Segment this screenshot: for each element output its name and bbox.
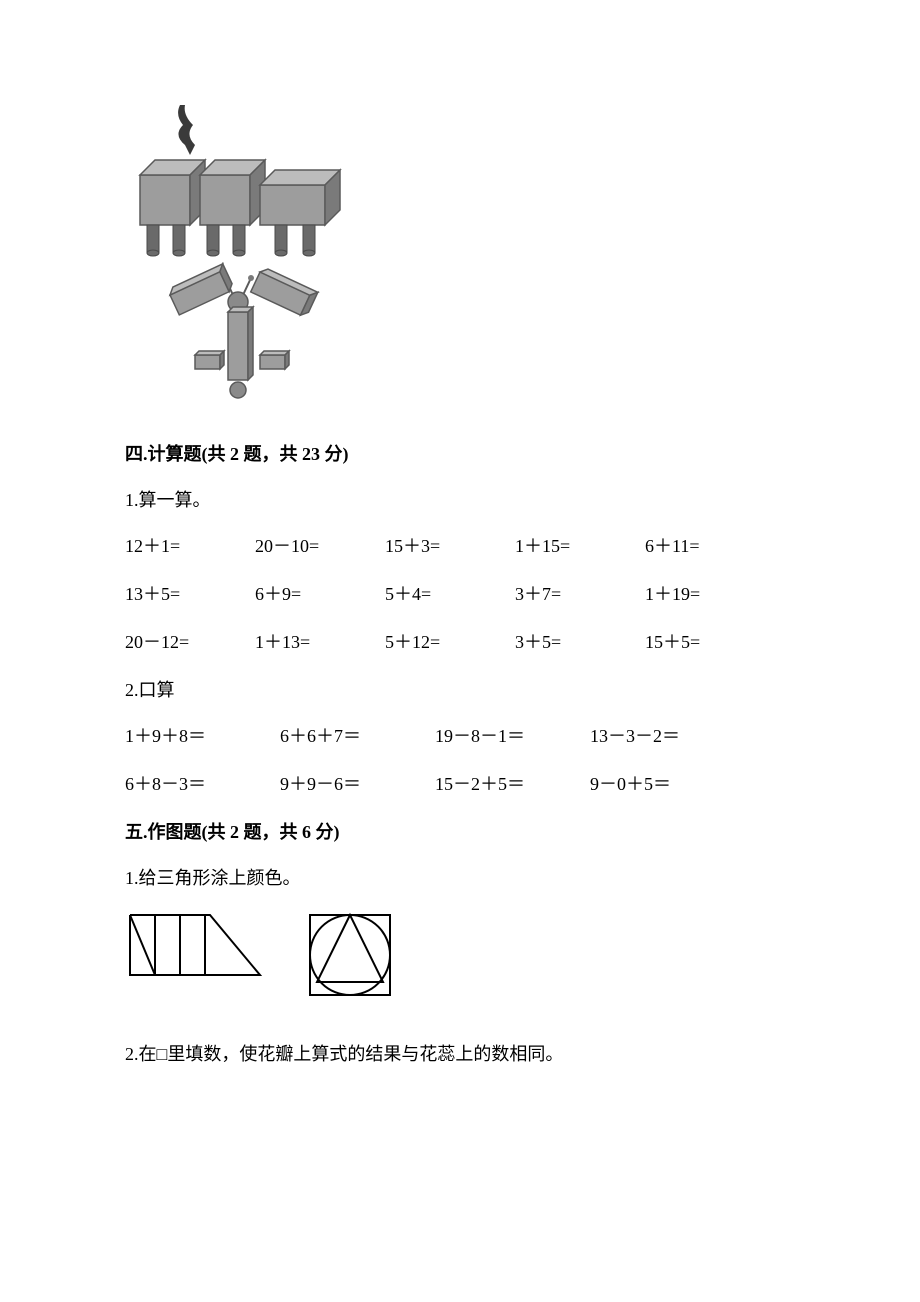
equation: 20－12= <box>125 628 255 654</box>
equation: 15＋3= <box>385 532 515 558</box>
equation: 3＋5= <box>515 628 645 654</box>
equation: 1＋19= <box>645 580 775 606</box>
blocks-illustration <box>125 100 355 400</box>
equation: 15＋5= <box>645 628 775 654</box>
equation: 9＋9－6＝ <box>280 770 435 796</box>
equation-row: 12＋1= 20－10= 15＋3= 1＋15= 6＋11= <box>125 532 795 558</box>
equation: 19－8－1＝ <box>435 722 590 748</box>
equation: 5＋12= <box>385 628 515 654</box>
equation: 9－0＋5＝ <box>590 770 745 796</box>
section-4-q2-grid: 1＋9＋8＝ 6＋6＋7＝ 19－8－1＝ 13－3－2＝ 6＋8－3＝ 9＋9… <box>125 722 795 796</box>
section-5-heading: 五.作图题(共 2 题，共 6 分) <box>125 818 795 844</box>
section-5-q2-title: 2.在□里填数，使花瓣上算式的结果与花蕊上的数相同。 <box>125 1040 795 1066</box>
section-5-q1-title: 1.给三角形涂上颜色。 <box>125 864 795 890</box>
equation: 13－3－2＝ <box>590 722 745 748</box>
equation: 15－2＋5＝ <box>435 770 590 796</box>
equation-row: 1＋9＋8＝ 6＋6＋7＝ 19－8－1＝ 13－3－2＝ <box>125 722 795 748</box>
equation: 6＋9= <box>255 580 385 606</box>
equation: 6＋11= <box>645 532 775 558</box>
equation: 6＋6＋7＝ <box>280 722 435 748</box>
equation-row: 20－12= 1＋13= 5＋12= 3＋5= 15＋5= <box>125 628 795 654</box>
section-4-q2-title: 2.口算 <box>125 676 795 702</box>
equation: 1＋15= <box>515 532 645 558</box>
section-4-heading: 四.计算题(共 2 题，共 23 分) <box>125 440 795 466</box>
trapezoid-figure <box>125 910 265 990</box>
equation: 20－10= <box>255 532 385 558</box>
equation: 13＋5= <box>125 580 255 606</box>
section-5-q1-figures <box>125 910 795 1000</box>
square-circle-triangle-figure <box>305 910 395 1000</box>
equation: 1＋13= <box>255 628 385 654</box>
equation: 3＋7= <box>515 580 645 606</box>
equation-row: 13＋5= 6＋9= 5＋4= 3＋7= 1＋19= <box>125 580 795 606</box>
equation: 6＋8－3＝ <box>125 770 280 796</box>
section-4-q1-title: 1.算一算。 <box>125 486 795 512</box>
equation-row: 6＋8－3＝ 9＋9－6＝ 15－2＋5＝ 9－0＋5＝ <box>125 770 795 796</box>
equation: 12＋1= <box>125 532 255 558</box>
section-4-q1-grid: 12＋1= 20－10= 15＋3= 1＋15= 6＋11= 13＋5= 6＋9… <box>125 532 795 654</box>
equation: 5＋4= <box>385 580 515 606</box>
equation: 1＋9＋8＝ <box>125 722 280 748</box>
